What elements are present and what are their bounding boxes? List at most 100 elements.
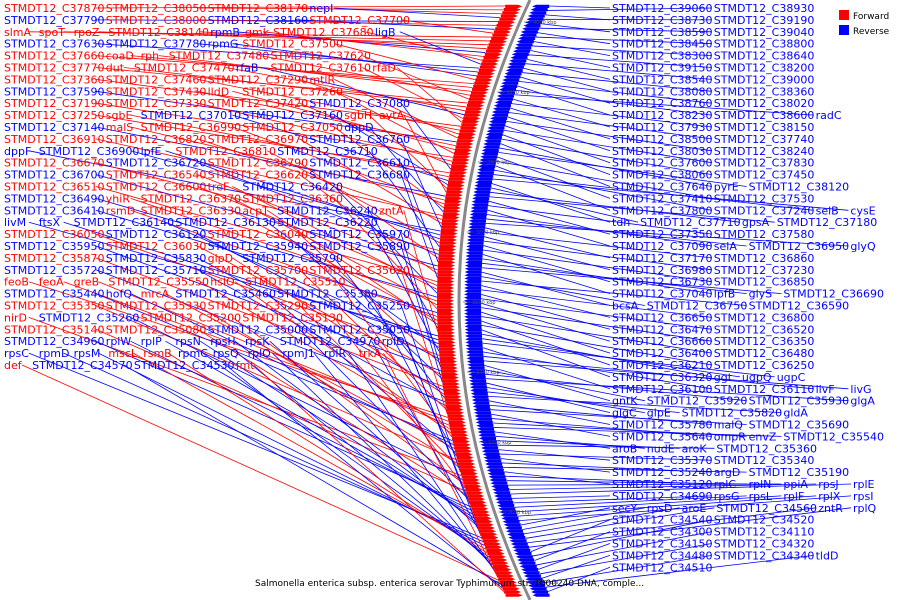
- leader-line: [530, 519, 611, 553]
- forward-gene-glyph: [438, 254, 456, 258]
- forward-gene-glyph: [439, 353, 457, 357]
- reverse-gene-glyph: [516, 40, 534, 44]
- gene-label: lpfB: [714, 288, 735, 301]
- leader-line: [403, 114, 447, 193]
- reverse-gene-glyph: [470, 209, 488, 213]
- forward-gene-glyph: [470, 504, 488, 508]
- gene-label: STMDT12_C35710: [106, 264, 207, 277]
- gene-label: rpsD: [647, 502, 673, 515]
- forward-gene-glyph: [457, 459, 475, 463]
- reverse-gene-glyph: [464, 308, 482, 312]
- gene-label: STMDT12_C36100: [612, 383, 713, 396]
- leader-line: [524, 507, 680, 535]
- forward-gene-glyph: [440, 369, 458, 373]
- forward-gene-glyph: [469, 94, 487, 98]
- gene-label: STMDT12_C37260: [242, 85, 343, 98]
- gene-label: STMDT12_C38160: [208, 14, 309, 27]
- gene-label: STMDT12_C37250: [4, 109, 105, 122]
- gene-label: STMDT12_C35930: [749, 395, 850, 408]
- forward-gene-glyph: [437, 296, 455, 300]
- leader-line: [28, 221, 439, 337]
- gene-label: STMDT12_C34300: [612, 526, 713, 539]
- leader-line: [485, 222, 849, 247]
- forward-gene-glyph: [438, 347, 456, 351]
- forward-gene-glyph: [451, 161, 469, 165]
- leader-line: [133, 352, 487, 550]
- forward-gene-glyph: [492, 564, 510, 568]
- forward-gene-glyph: [502, 587, 520, 591]
- leader-line: [260, 67, 465, 116]
- leader-line: [232, 126, 445, 205]
- reverse-gene-glyph: [481, 446, 499, 450]
- forward-gene-glyph: [477, 72, 495, 76]
- gene-label: rplC: [714, 478, 737, 491]
- forward-gene-glyph: [481, 536, 499, 540]
- gene-label: STMDT12_C36970: [208, 133, 309, 146]
- leader-line: [495, 435, 645, 449]
- forward-gene-glyph: [450, 430, 468, 434]
- reverse-gene-glyph: [486, 468, 504, 472]
- forward-gene-glyph: [439, 244, 457, 248]
- gene-label: rpmG: [208, 38, 239, 51]
- leader-line: [202, 352, 490, 558]
- gene-label: lpfE: [141, 145, 162, 158]
- reverse-gene-glyph: [464, 267, 482, 271]
- gene-label: STMDT12_C35790: [242, 252, 343, 265]
- reverse-gene-glyph: [511, 52, 529, 56]
- forward-gene-glyph: [475, 520, 493, 524]
- leader-line: [400, 174, 438, 278]
- leader-line: [494, 169, 712, 211]
- reverse-gene-glyph: [501, 516, 519, 520]
- leader-line: [165, 150, 441, 240]
- reverse-gene-glyph: [509, 59, 527, 63]
- gene-label: STMDT12_C35510: [245, 276, 346, 289]
- reverse-gene-glyph: [465, 254, 483, 258]
- reverse-gene-glyph: [503, 523, 521, 527]
- gene-label: STMDT12_C37080: [309, 97, 410, 110]
- reverse-gene-glyph: [465, 260, 483, 264]
- leader-line: [518, 81, 712, 104]
- leader-line: [21, 364, 500, 581]
- leader-line: [481, 325, 712, 366]
- leader-line: [539, 27, 712, 33]
- leader-line: [165, 221, 439, 345]
- reverse-gene-glyph: [479, 436, 497, 440]
- forward-gene-glyph: [489, 40, 507, 44]
- leader-line: [523, 67, 611, 92]
- gene-label: STMDT12_C36790: [208, 157, 309, 170]
- leader-line: [130, 317, 463, 480]
- gene-label: mscL: [108, 347, 137, 360]
- gene-label: STMDT12_C36350: [714, 335, 815, 348]
- forward-gene-glyph: [452, 158, 470, 162]
- leader-line: [260, 55, 471, 96]
- gene-label: STMDT12_C36860: [714, 252, 815, 265]
- gene-features: [437, 4, 550, 597]
- gene-label: hslO: [210, 276, 235, 289]
- gene-label: STMDT12_C36950: [749, 240, 850, 253]
- gene-label: STMDT12_C35050: [309, 323, 410, 336]
- leader-line: [488, 395, 782, 413]
- forward-gene-glyph: [505, 4, 523, 8]
- gene-label: avtA: [379, 109, 405, 122]
- forward-gene-glyph: [439, 350, 457, 354]
- gene-label: STMDT12_C37470: [134, 62, 235, 75]
- leader-line: [130, 126, 445, 201]
- forward-gene-glyph: [485, 545, 503, 549]
- leader-line: [487, 391, 680, 413]
- gene-label: STMDT12_C36490: [4, 192, 105, 205]
- leader-line: [197, 102, 453, 162]
- reverse-gene-glyph: [471, 395, 489, 399]
- gene-label: nudE: [647, 442, 675, 455]
- leader-line: [517, 495, 817, 517]
- leader-line: [364, 31, 483, 61]
- leader-line: [521, 72, 712, 92]
- gene-label: STMDT12_C35720: [4, 264, 105, 277]
- gene-label: rplR: [324, 347, 347, 360]
- forward-gene-glyph: [441, 225, 459, 229]
- forward-gene-glyph: [449, 424, 467, 428]
- leader-line: [98, 31, 489, 46]
- reverse-gene-glyph: [472, 196, 490, 200]
- reverse-gene-glyph: [464, 331, 482, 335]
- reverse-gene-glyph: [467, 228, 485, 232]
- forward-gene-glyph: [437, 308, 455, 312]
